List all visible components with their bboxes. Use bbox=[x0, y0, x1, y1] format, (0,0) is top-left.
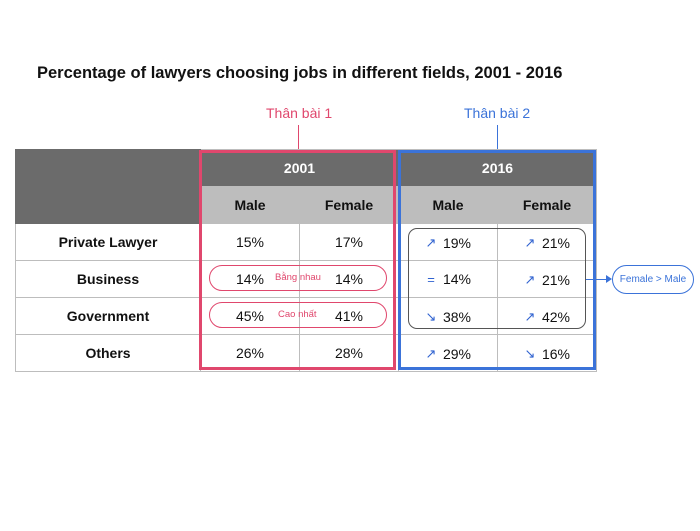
trend-equal-icon: = bbox=[427, 271, 435, 287]
arrow-line bbox=[586, 279, 610, 280]
annotation-note-female-greater-male: Female > Male bbox=[612, 265, 694, 294]
cell-male-2001: 14% bbox=[200, 260, 300, 298]
trend-up-icon: ↗ bbox=[524, 234, 536, 250]
cell-value: 38% bbox=[442, 308, 472, 325]
cell-female-2001: 28% bbox=[299, 334, 399, 372]
connector-line-2 bbox=[497, 125, 498, 150]
cell-value: 42% bbox=[541, 308, 571, 325]
row-label-business: Business bbox=[15, 260, 201, 298]
table-row: Others 26% 28% ↗ 29% ↘ 16% bbox=[15, 334, 597, 372]
section-label-than-bai-2: Thân bài 2 bbox=[464, 105, 531, 121]
trend-up-icon: ↗ bbox=[425, 345, 437, 361]
section-label-than-bai-1: Thân bài 1 bbox=[266, 105, 333, 121]
cell-value: 29% bbox=[442, 345, 472, 362]
trend-up-icon: ↗ bbox=[425, 234, 437, 250]
cell-value: 21% bbox=[541, 271, 571, 288]
header-year-2016: 2016 bbox=[398, 149, 597, 187]
cell-male-2016: ↗ 29% bbox=[398, 334, 498, 372]
row-label-government: Government bbox=[15, 297, 201, 335]
highlight-box-2001 bbox=[199, 150, 396, 370]
cell-female-2001: 17% bbox=[299, 223, 399, 261]
connector-line-1 bbox=[298, 125, 299, 150]
annotation-group-2016 bbox=[408, 228, 586, 329]
table-row: Private Lawyer 15% 17% ↗ 19% ↗ 21% bbox=[15, 223, 597, 261]
row-label-others: Others bbox=[15, 334, 201, 372]
chart-title: Percentage of lawyers choosing jobs in d… bbox=[37, 64, 563, 82]
row-label-private-lawyer: Private Lawyer bbox=[15, 223, 201, 261]
cell-female-2016: ↘ 16% bbox=[497, 334, 597, 372]
annotation-text-bang-nhau: Bằng nhau bbox=[275, 272, 321, 283]
trend-down-icon: ↘ bbox=[425, 308, 437, 324]
highlight-box-2016 bbox=[398, 150, 596, 370]
table-row: Business 14% 14% = 14% ↗ 21% bbox=[15, 260, 597, 298]
cell-value: 21% bbox=[541, 234, 571, 251]
cell-value: 19% bbox=[442, 234, 472, 251]
annotation-pill-business-2001 bbox=[209, 265, 387, 291]
trend-up-icon: ↗ bbox=[524, 271, 536, 287]
annotation-pill-government-2001 bbox=[209, 302, 387, 328]
lawyers-table: 2001 2016 Male Female Male Female Privat… bbox=[15, 149, 597, 372]
table-corner bbox=[15, 149, 201, 224]
header-female-2016: Female bbox=[497, 186, 597, 224]
annotation-text-cao-nhat: Cao nhất bbox=[278, 309, 317, 320]
cell-value: 14% bbox=[442, 271, 472, 288]
cell-male-2001: 26% bbox=[200, 334, 300, 372]
trend-up-icon: ↗ bbox=[524, 308, 536, 324]
arrow-right-icon bbox=[606, 275, 612, 283]
cell-female-2001: 14% bbox=[299, 260, 399, 298]
cell-value: 16% bbox=[541, 345, 571, 362]
trend-down-icon: ↘ bbox=[524, 345, 536, 361]
